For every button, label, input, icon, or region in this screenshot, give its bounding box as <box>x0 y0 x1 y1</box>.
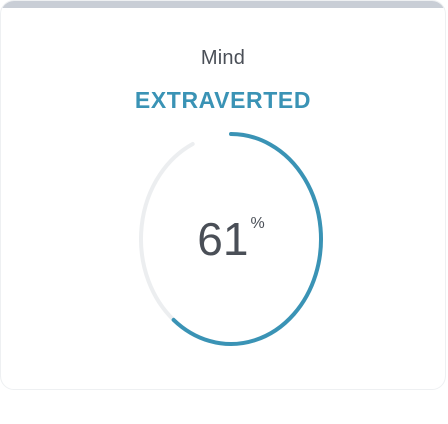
percent-readout: 61 % <box>136 129 326 349</box>
gauge-track <box>139 141 195 322</box>
percent-value: 61 <box>197 213 249 265</box>
trait-card: Mind EXTRAVERTED 61 % <box>0 0 446 390</box>
trait-category-label: Mind <box>200 47 246 69</box>
trait-result-label: EXTRAVERTED <box>134 87 312 113</box>
percent-sign: % <box>250 215 265 232</box>
gauge-svg <box>139 132 323 346</box>
card-top-bar <box>1 1 445 8</box>
percent-gauge: 61 % <box>136 129 326 349</box>
gauge-arc <box>171 132 323 346</box>
